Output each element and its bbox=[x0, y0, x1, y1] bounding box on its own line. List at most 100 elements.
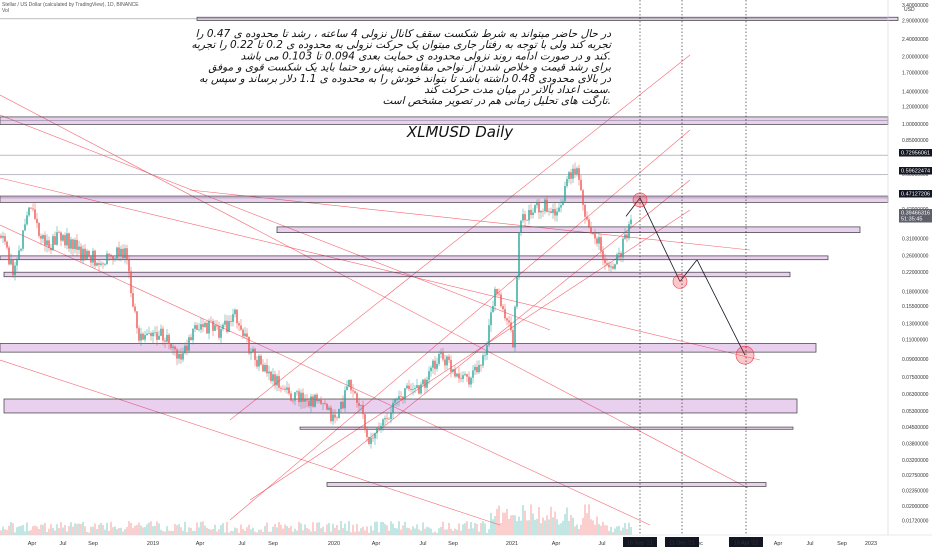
candle-body bbox=[252, 348, 254, 352]
y-tick-label: 3.40000000 bbox=[902, 3, 929, 9]
candle-body bbox=[100, 263, 102, 265]
candle-body bbox=[596, 238, 598, 244]
volume-bar bbox=[590, 519, 592, 535]
y-tick-label: 0.01720000 bbox=[902, 519, 929, 525]
candle-body bbox=[320, 399, 322, 404]
candle-body bbox=[546, 199, 548, 212]
candle-body bbox=[278, 376, 280, 388]
volume-bar bbox=[440, 526, 442, 535]
volume-bar bbox=[28, 531, 30, 535]
volume-bar bbox=[152, 526, 154, 535]
y-tick-label: 0.22000000 bbox=[902, 270, 929, 276]
volume-bar bbox=[0, 530, 2, 535]
x-tick-label: 2021 bbox=[506, 541, 518, 547]
volume-bar bbox=[304, 524, 306, 535]
candle-body bbox=[418, 385, 420, 394]
volume-bar bbox=[600, 525, 602, 535]
volume-bar bbox=[292, 531, 294, 535]
volume-bar bbox=[208, 528, 210, 535]
volume-bar bbox=[492, 519, 494, 535]
candle-body bbox=[2, 236, 4, 238]
volume-bar bbox=[278, 522, 280, 535]
volume-bar bbox=[456, 529, 458, 535]
volume-bar bbox=[230, 530, 232, 535]
volume-label: Vol bbox=[2, 8, 9, 14]
candle-body bbox=[216, 325, 218, 327]
volume-bar bbox=[64, 524, 66, 535]
candle-body bbox=[34, 209, 36, 219]
volume-bar bbox=[202, 521, 204, 535]
price-label: 0.47127206 bbox=[901, 192, 930, 198]
volume-bar bbox=[232, 531, 234, 535]
candle-body bbox=[344, 390, 346, 409]
candle-body bbox=[228, 321, 230, 332]
candle-body bbox=[114, 258, 116, 260]
zone bbox=[0, 255, 829, 261]
candle-body bbox=[494, 288, 496, 307]
volume-bar bbox=[432, 532, 434, 535]
volume-bar bbox=[414, 528, 416, 535]
price-label-box bbox=[899, 190, 932, 198]
volume-bar bbox=[572, 517, 574, 535]
candle-body bbox=[134, 306, 136, 312]
candle-body bbox=[190, 337, 192, 341]
y-tick-label: 0.18000000 bbox=[902, 290, 929, 296]
y-tick-label: 0.13000000 bbox=[902, 321, 929, 327]
candle-body bbox=[584, 204, 586, 217]
candle-body bbox=[62, 235, 64, 241]
volume-bar bbox=[298, 521, 300, 535]
volume-bar bbox=[544, 520, 546, 535]
y-tick-label: 1.70000000 bbox=[902, 70, 929, 76]
volume-bar bbox=[512, 515, 514, 535]
volume-bar bbox=[242, 528, 244, 535]
volume-bar bbox=[138, 522, 140, 535]
volume-bar bbox=[446, 529, 448, 535]
candle-body bbox=[30, 207, 32, 209]
candle-body bbox=[616, 254, 618, 265]
candle-body bbox=[526, 220, 528, 221]
candle-body bbox=[48, 240, 50, 248]
candle-body bbox=[528, 209, 530, 221]
trendline bbox=[0, 114, 551, 331]
candle-body bbox=[164, 340, 166, 342]
volume-bar bbox=[118, 527, 120, 535]
y-tick-label: 0.02350000 bbox=[902, 488, 929, 494]
zone bbox=[3, 398, 798, 414]
candle-body bbox=[522, 214, 524, 221]
candle-body bbox=[340, 401, 342, 409]
candle-body bbox=[582, 190, 584, 205]
volume-bar bbox=[480, 523, 482, 535]
candle-body bbox=[230, 321, 232, 322]
volume-bar bbox=[502, 512, 504, 535]
trendline bbox=[0, 177, 761, 361]
candle-body bbox=[342, 401, 344, 409]
volume-bar bbox=[388, 530, 390, 535]
volume-bar bbox=[296, 530, 298, 535]
annotation-line: کند و در صورت ادامه روند نزولی محدوده ی … bbox=[241, 50, 611, 62]
volume-bar bbox=[420, 530, 422, 535]
volume-bar bbox=[386, 525, 388, 535]
volume-bar bbox=[612, 532, 614, 535]
volume-bar bbox=[234, 527, 236, 535]
volume-bar bbox=[160, 529, 162, 535]
candle-body bbox=[332, 414, 334, 422]
candle-body bbox=[70, 239, 72, 249]
volume-bar bbox=[574, 526, 576, 535]
candle-body bbox=[620, 252, 622, 258]
volume-bar bbox=[8, 525, 10, 535]
candle-body bbox=[150, 333, 152, 337]
candle-body bbox=[198, 329, 200, 331]
volume-bar bbox=[348, 521, 350, 535]
candle-body bbox=[180, 353, 182, 360]
volume-bar bbox=[548, 519, 550, 535]
candle-body bbox=[372, 437, 374, 439]
volume-bar bbox=[320, 528, 322, 535]
candle-body bbox=[210, 320, 212, 322]
volume-bar bbox=[398, 521, 400, 535]
candle-body bbox=[312, 396, 314, 407]
candle-body bbox=[416, 385, 418, 389]
candles bbox=[0, 162, 632, 449]
candle-body bbox=[10, 259, 12, 265]
volume-bar bbox=[46, 532, 48, 535]
volume-bar bbox=[130, 522, 132, 535]
